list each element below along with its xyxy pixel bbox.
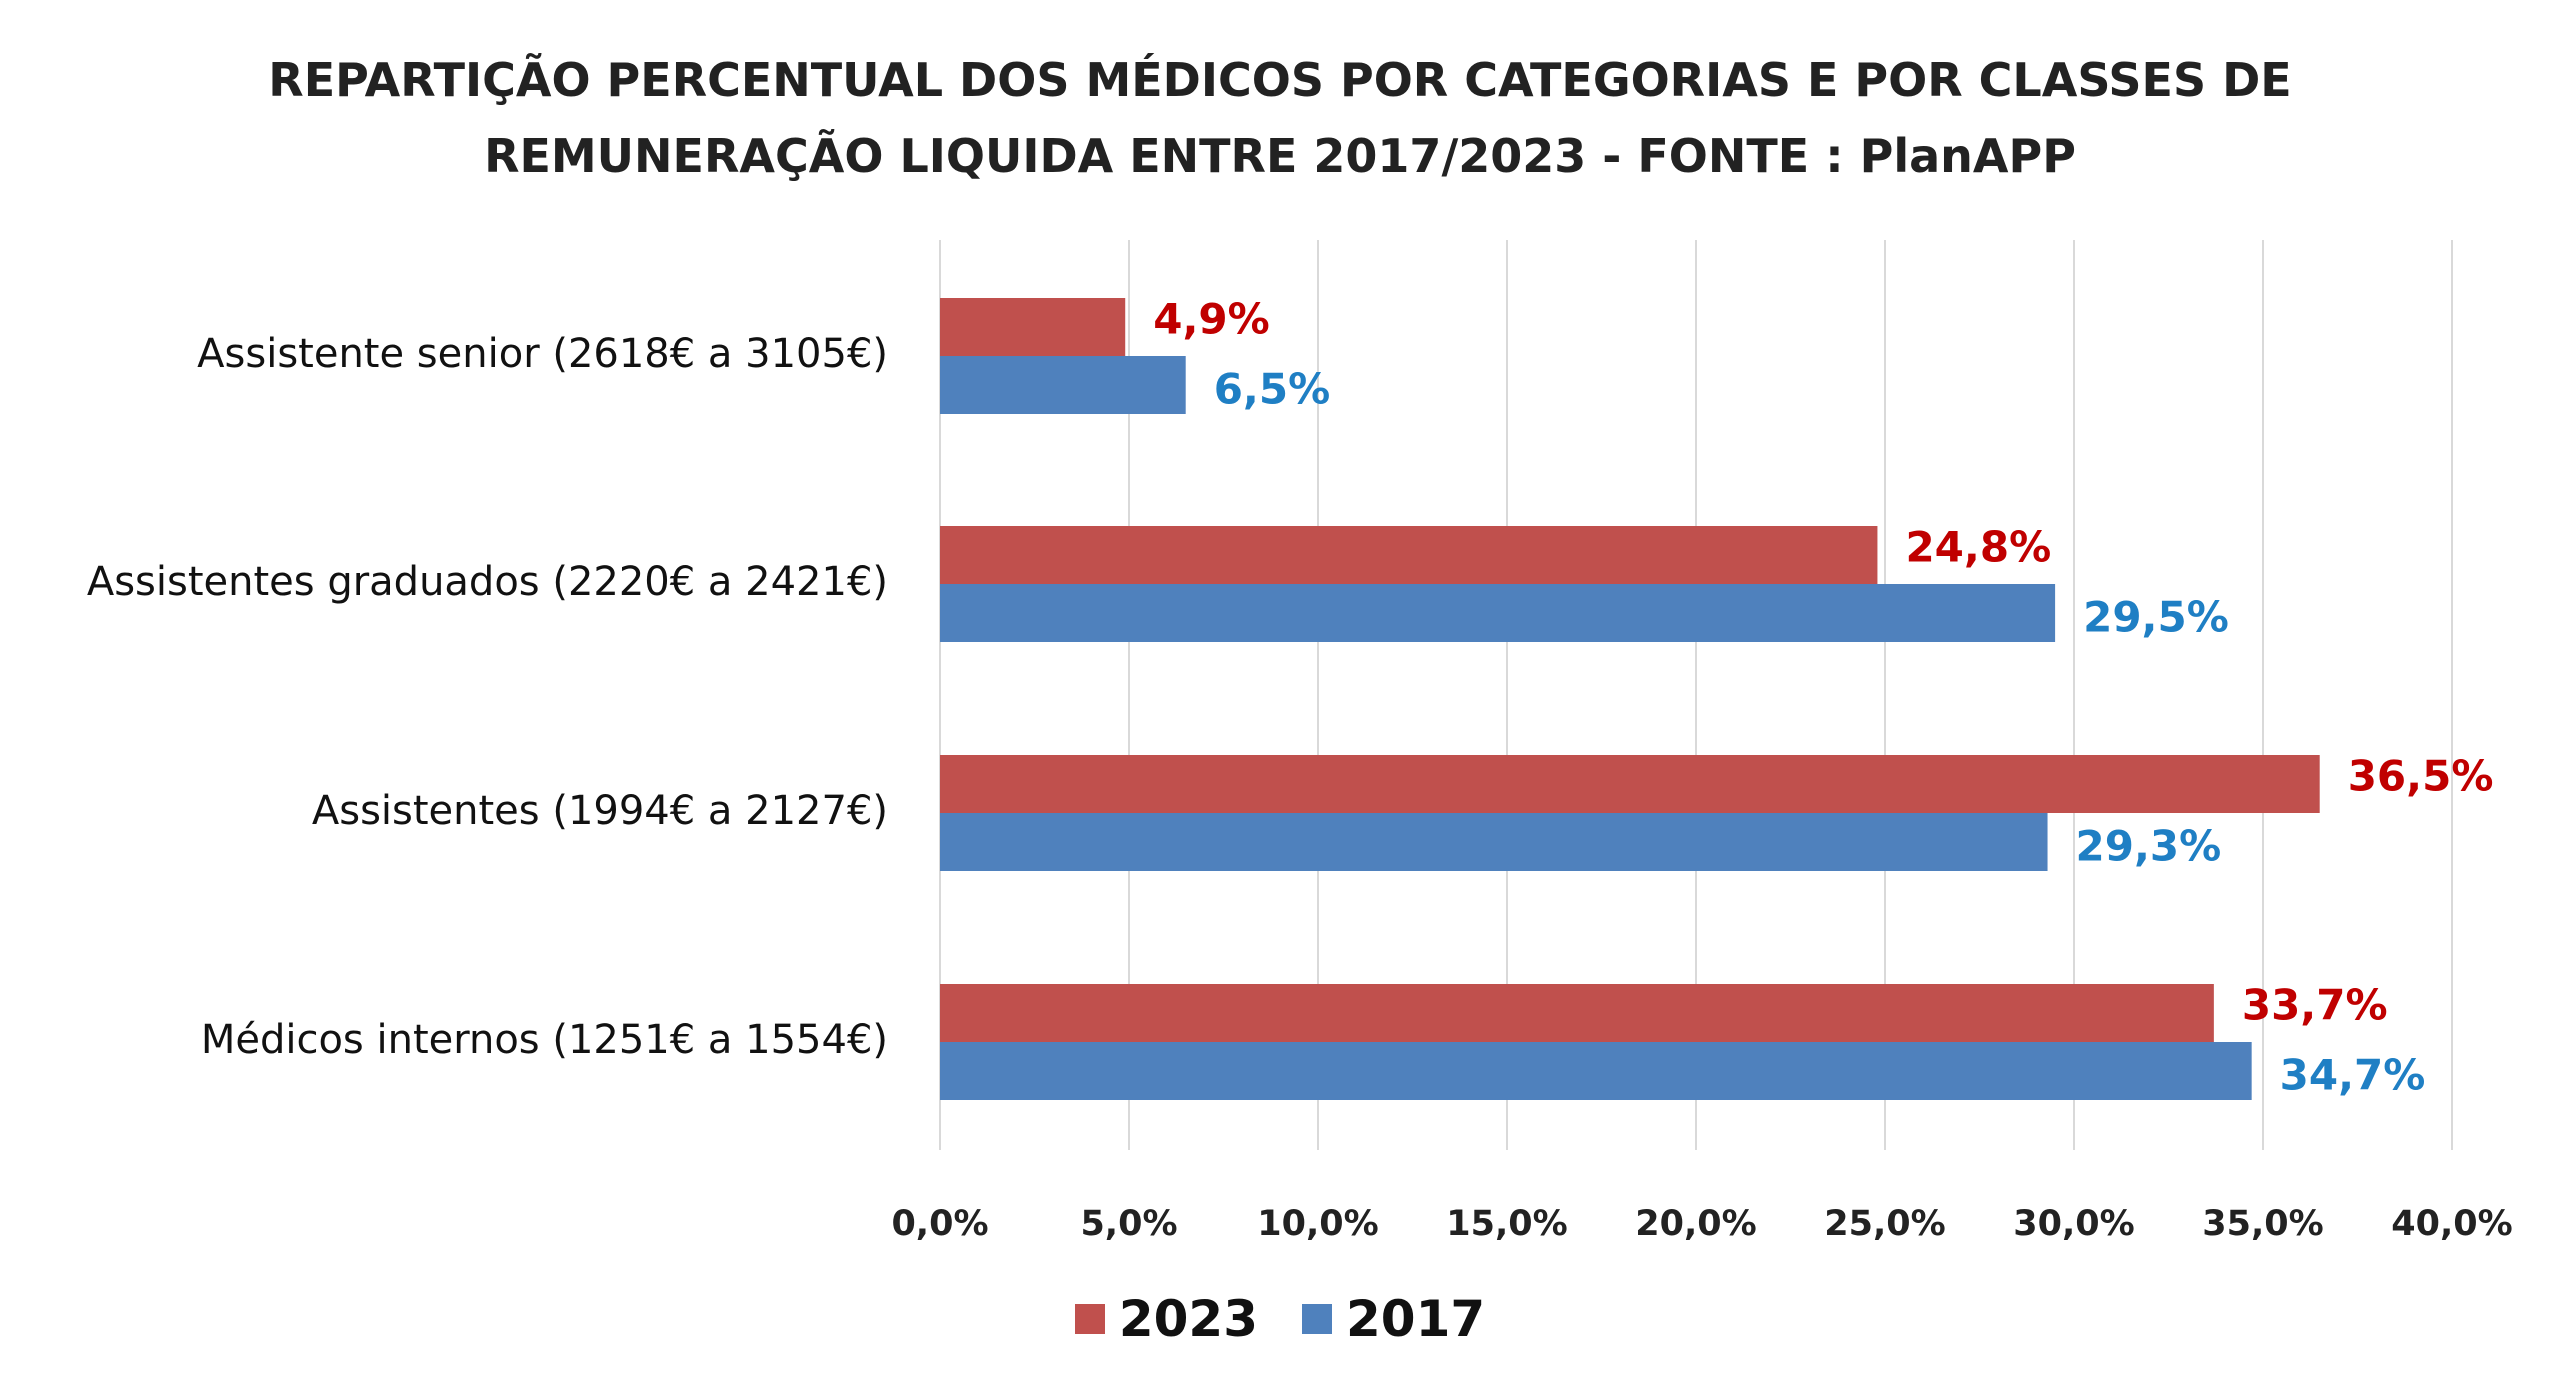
x-tick-label: 0,0% — [891, 1204, 988, 1244]
chart-title-line-2: REMUNERAÇÃO LIQUIDA ENTRE 2017/2023 - FO… — [484, 129, 2076, 183]
x-tick-label: 5,0% — [1080, 1204, 1177, 1244]
data-label-2017: 29,5% — [2083, 593, 2229, 642]
data-labels: 4,9% 24,8% 36,5% 33,7% 6,5% 29,5% 29,3% 34,7% — [1153, 295, 2493, 1100]
legend-item-2023: 2023 — [1074, 1290, 1258, 1348]
bar-2023 — [940, 755, 2320, 813]
bar-2023 — [940, 984, 2214, 1042]
x-tick-label: 25,0% — [1824, 1204, 1945, 1244]
x-tick-label: 15,0% — [1446, 1204, 1567, 1244]
chart-title: REPARTIÇÃO PERCENTUAL DOS MÉDICOS POR CA… — [0, 42, 2560, 194]
legend-item-2017: 2017 — [1302, 1290, 1485, 1348]
data-label-2023: 33,7% — [2242, 981, 2388, 1030]
bar-2023 — [940, 298, 1126, 356]
category-axis: Assistente senior (2618€ a 3105€) Assiste… — [87, 331, 888, 1063]
data-label-2017: 34,7% — [2280, 1051, 2426, 1100]
value-axis: 0,0% 5,0% 10,0% 15,0% 20,0% 25,0% 30,0% 35,0% 40… — [891, 1204, 2512, 1244]
data-label-2023: 24,8% — [1905, 523, 2051, 572]
data-label-2017: 29,3% — [2076, 822, 2222, 871]
bar-2017 — [940, 813, 2048, 871]
legend: 2023 2017 — [0, 1290, 2560, 1348]
x-tick-label: 40,0% — [2391, 1204, 2512, 1244]
category-label: Assistentes graduados (2220€ a 2421€) — [87, 559, 888, 605]
category-label: Assistentes (1994€ a 2127€) — [312, 788, 888, 834]
category-label: Médicos internos (1251€ a 1554€) — [201, 1017, 888, 1063]
x-tick-label: 10,0% — [1257, 1204, 1378, 1244]
x-tick-label: 30,0% — [2013, 1204, 2134, 1244]
data-label-2023: 4,9% — [1153, 295, 1269, 344]
bar-2017 — [940, 356, 1186, 414]
bar-2017 — [940, 584, 2056, 642]
legend-swatch-2023 — [1074, 1304, 1105, 1334]
bar-2023 — [940, 526, 1878, 584]
x-tick-label: 35,0% — [2202, 1204, 2323, 1244]
legend-label-2017: 2017 — [1346, 1290, 1486, 1348]
bar-2017 — [940, 1042, 2252, 1100]
bars — [940, 298, 2320, 1100]
category-label: Assistente senior (2618€ a 3105€) — [197, 331, 888, 377]
chart-title-line-1: REPARTIÇÃO PERCENTUAL DOS MÉDICOS POR CA… — [268, 53, 2292, 107]
legend-swatch-2017 — [1302, 1304, 1332, 1334]
data-label-2023: 36,5% — [2348, 752, 2494, 801]
data-label-2017: 6,5% — [1214, 365, 1330, 414]
x-tick-label: 20,0% — [1635, 1204, 1756, 1244]
legend-label-2023: 2023 — [1118, 1290, 1258, 1348]
